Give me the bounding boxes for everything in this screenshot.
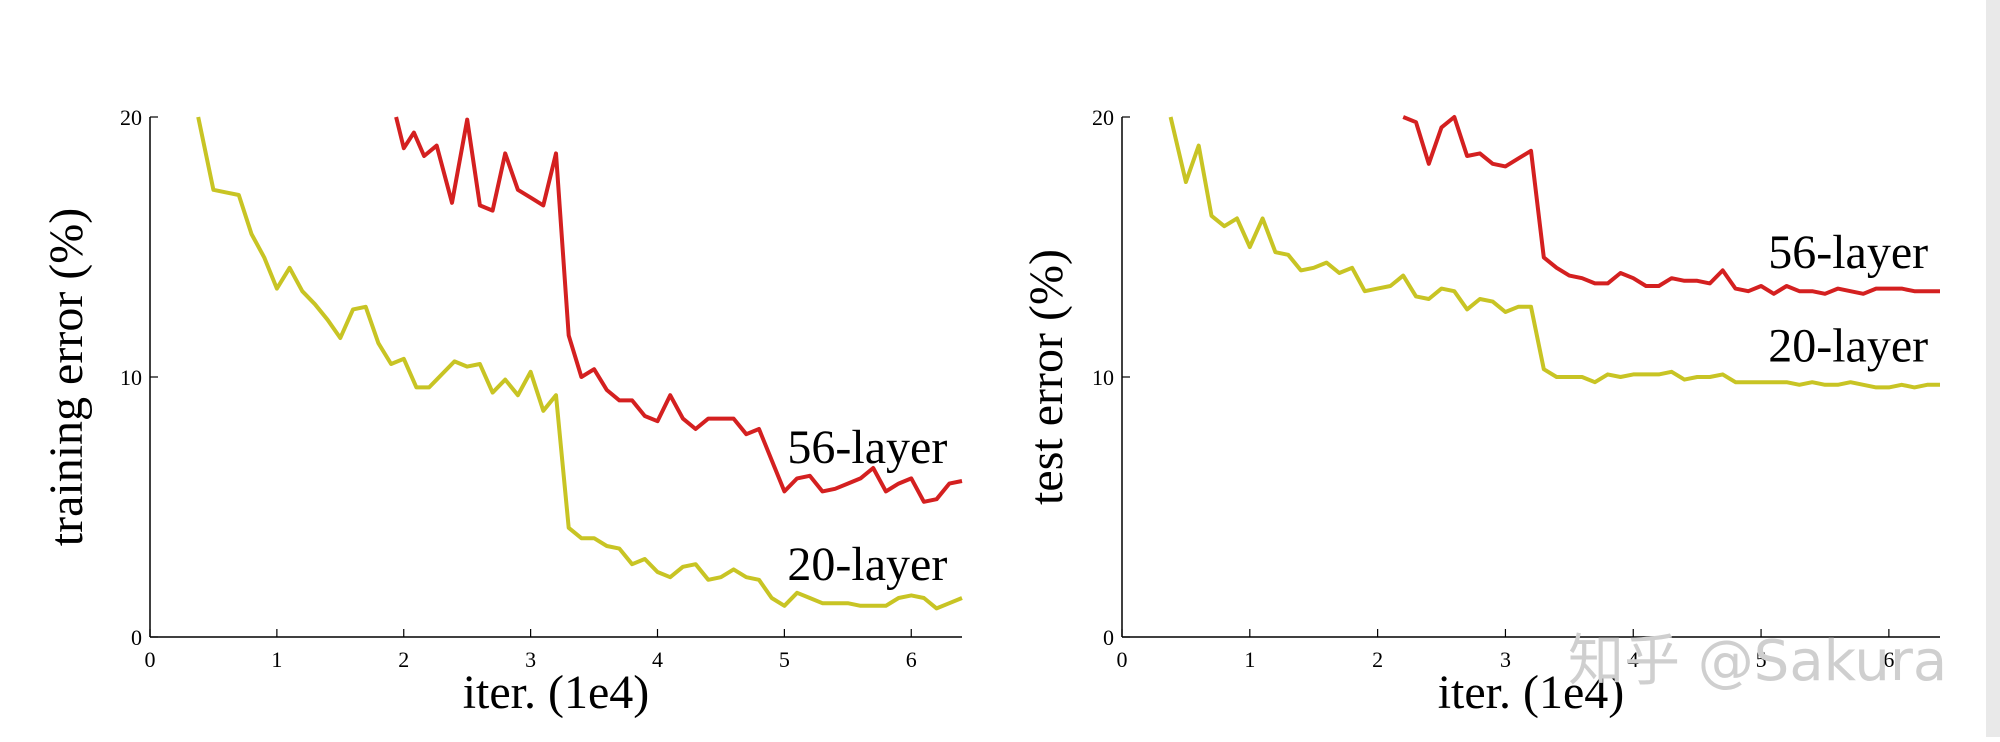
training-y-tick-label: 20 xyxy=(120,105,142,130)
test-x-tick-label: 5 xyxy=(1756,647,1767,672)
test-x-axis-label: iter. (1e4) xyxy=(1438,666,1625,719)
test-series-label-20-layer: 20-layer xyxy=(1768,319,1928,372)
test-series-label-56-layer: 56-layer xyxy=(1768,226,1928,279)
training-series-line-56-layer xyxy=(394,116,963,504)
training-x-tick-label: 4 xyxy=(652,647,663,672)
training-y-tick-label: 0 xyxy=(131,625,142,650)
test-x-tick-label: 6 xyxy=(1883,647,1894,672)
right-edge-strip xyxy=(1986,0,2000,737)
test-x-tick-label: 1 xyxy=(1244,647,1255,672)
watermark-text: 知乎 @Sakura xyxy=(1568,629,1947,694)
test-x-tick-label: 2 xyxy=(1372,647,1383,672)
test-y-tick-label: 10 xyxy=(1092,365,1114,390)
test-y-tick-label: 0 xyxy=(1103,625,1114,650)
training-x-tick-label: 6 xyxy=(906,647,917,672)
training-series-label-56-layer: 56-layer xyxy=(787,421,947,474)
test-series-line-56-layer xyxy=(1402,115,1940,296)
training-x-tick-label: 3 xyxy=(525,647,536,672)
training-y-axis-label: training error (%) xyxy=(40,208,93,547)
training-x-tick-label: 1 xyxy=(271,647,282,672)
test-x-tick-label: 4 xyxy=(1628,647,1639,672)
training-error-chart: 0 1 2 3 4 5 6 0 10 20 iter. (1e4) training error (%… xyxy=(40,105,963,719)
test-x-tick-label: 0 xyxy=(1117,647,1128,672)
test-x-tick-label: 3 xyxy=(1500,647,1511,672)
test-y-axis-label: test error (%) xyxy=(1020,249,1073,505)
training-y-tick-label: 10 xyxy=(120,365,142,390)
test-y-tick-label: 20 xyxy=(1092,105,1114,130)
training-x-tick-label: 2 xyxy=(398,647,409,672)
training-x-tick-label: 5 xyxy=(779,647,790,672)
training-x-tick-label: 0 xyxy=(145,647,156,672)
training-series-line-20-layer xyxy=(196,116,963,611)
training-series-label-20-layer: 20-layer xyxy=(787,538,947,591)
test-error-chart: 0 1 2 3 4 5 6 0 10 20 iter. (1e4) test error (%) 56-… xyxy=(1020,105,1940,719)
training-x-axis-label: iter. (1e4) xyxy=(463,666,650,719)
test-series-line-20-layer xyxy=(1168,116,1940,390)
